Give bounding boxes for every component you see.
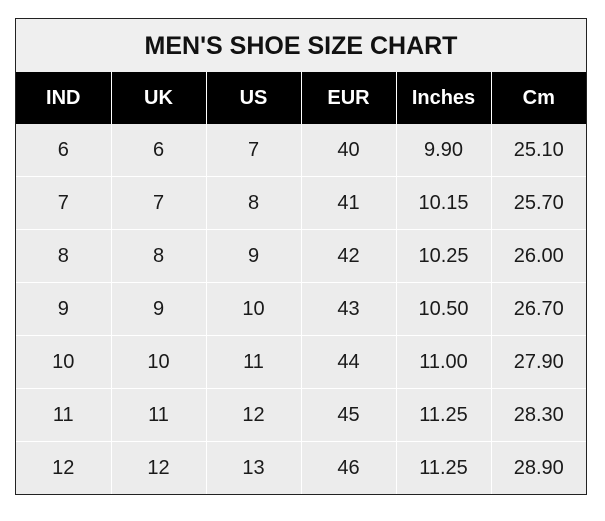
header-row: IND UK US EUR Inches Cm xyxy=(16,72,586,124)
table-cell: 10.15 xyxy=(395,176,491,230)
table-cell: 9 xyxy=(110,282,206,336)
table-cell: 10.25 xyxy=(395,229,491,283)
table-cell: 7 xyxy=(16,176,111,230)
table-cell: 27.90 xyxy=(490,335,586,389)
table-cell: 12 xyxy=(110,441,206,494)
table-cell: 12 xyxy=(205,388,301,442)
table-cell: 6 xyxy=(57,138,69,161)
table-cell: 26.00 xyxy=(490,229,586,283)
table-cell: 11 xyxy=(205,335,301,389)
column-header: UK xyxy=(110,72,206,124)
table-cell: 25.70 xyxy=(490,176,586,230)
table-cell: 44 xyxy=(300,335,396,389)
table-cell: 40 xyxy=(300,124,396,177)
table-cell: 42 xyxy=(300,229,396,283)
table-cell: 11.00 xyxy=(395,335,491,389)
column-header: IND xyxy=(16,72,111,124)
table-cell: 6 xyxy=(110,124,206,177)
table-cell: 25.10 xyxy=(490,124,586,177)
table-cell: 10 xyxy=(16,335,111,389)
table-cell: 11.25 xyxy=(395,388,491,442)
table-cell: 13 xyxy=(205,441,301,494)
table-cell: 28.30 xyxy=(490,388,586,442)
table-cell: 10 xyxy=(110,335,206,389)
table-row: 11 11 12 45 11.25 28.30 xyxy=(16,388,586,442)
table-cell: 28.90 xyxy=(490,441,586,494)
column-header: EUR xyxy=(300,72,396,124)
column-header: Cm xyxy=(490,72,586,124)
size-table: IND UK US EUR Inches Cm 6 6 7 40 9.90 25.10 7 7 8 41 10… xyxy=(16,72,586,494)
table-cell: 11 xyxy=(16,388,111,442)
table-cell: 9.90 xyxy=(395,124,491,177)
table-cell: 9 xyxy=(16,282,111,336)
table-cell: 46 xyxy=(300,441,396,494)
table-cell: 10.50 xyxy=(395,282,491,336)
table-cell: 8 xyxy=(16,229,111,283)
shoe-size-chart: MEN'S SHOE SIZE CHART IND UK US EUR Inches Cm… xyxy=(15,18,587,495)
table-row: 9 9 10 43 10.50 26.70 xyxy=(16,282,586,336)
column-header: US xyxy=(205,72,301,124)
table-cell: 45 xyxy=(300,388,396,442)
table-cell: 12 xyxy=(16,441,111,494)
table-cell: 43 xyxy=(300,282,396,336)
table-row: 10 10 11 44 11.00 27.90 xyxy=(16,335,586,389)
table-cell: 8 xyxy=(205,176,301,230)
table-cell: 11 xyxy=(110,388,206,442)
column-header: Inches xyxy=(395,72,491,124)
table-cell: 7 xyxy=(205,124,301,177)
table-cell: 7 xyxy=(110,176,206,230)
table-row: 7 7 8 41 10.15 25.70 xyxy=(16,176,586,230)
table-cell: 11.25 xyxy=(395,441,491,494)
table-cell: 9 xyxy=(205,229,301,283)
table-cell: 8 xyxy=(110,229,206,283)
chart-title: MEN'S SHOE SIZE CHART xyxy=(16,19,586,72)
table-cell: 41 xyxy=(300,176,396,230)
table-row: 8 8 9 42 10.25 26.00 xyxy=(16,229,586,283)
table-cell: 26.70 xyxy=(490,282,586,336)
table-row: 6 6 7 40 9.90 25.10 xyxy=(16,124,586,177)
table-cell: 10 xyxy=(205,282,301,336)
table-row: 12 12 13 46 11.25 28.90 xyxy=(16,441,586,494)
